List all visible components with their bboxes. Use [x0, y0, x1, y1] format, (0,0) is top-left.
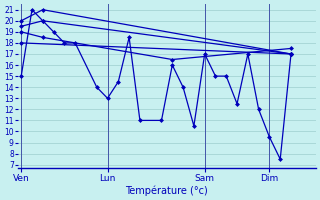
- X-axis label: Température (°c): Température (°c): [125, 185, 208, 196]
